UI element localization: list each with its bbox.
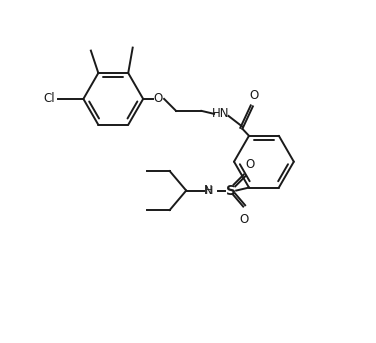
Text: Cl: Cl — [44, 92, 55, 105]
Text: H: H — [205, 186, 213, 196]
Text: O: O — [249, 89, 258, 102]
Text: S: S — [226, 184, 236, 198]
Text: N: N — [203, 184, 212, 197]
Text: O: O — [153, 92, 163, 105]
Text: O: O — [240, 213, 249, 226]
Text: HN: HN — [212, 107, 230, 120]
Text: O: O — [245, 158, 254, 171]
